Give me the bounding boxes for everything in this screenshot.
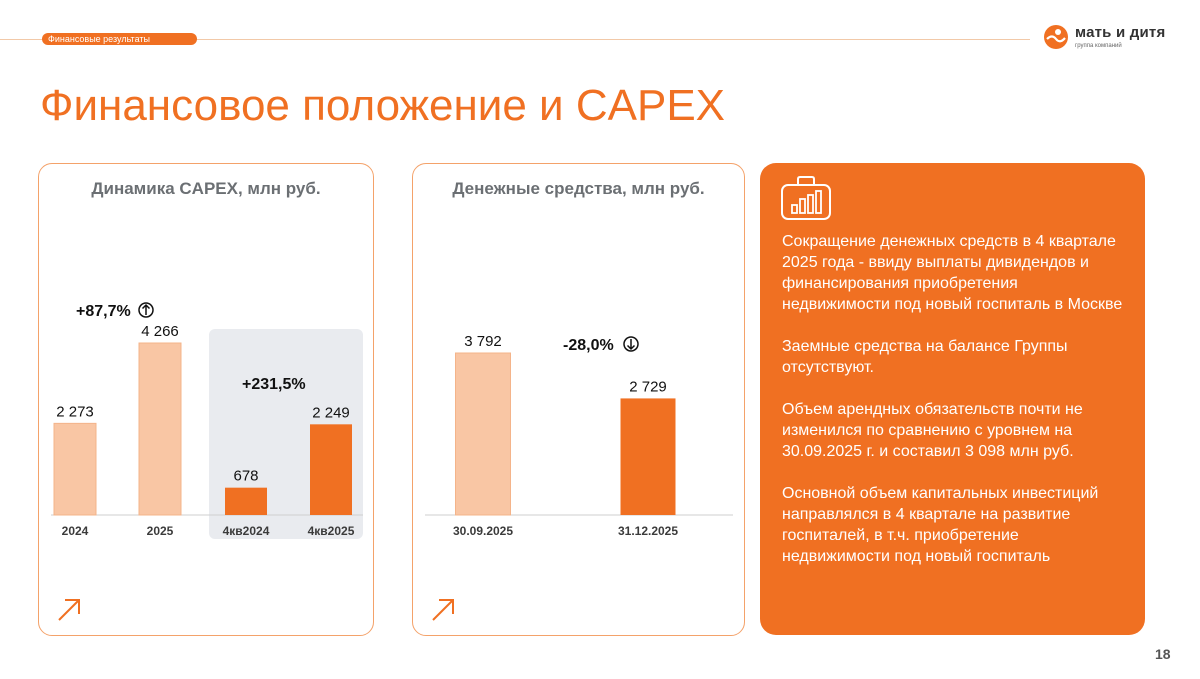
category-label-31.12.2025: 31.12.2025: [618, 524, 678, 538]
cash-annotation: -28,0%: [563, 337, 614, 354]
category-label-2025: 2025: [147, 524, 174, 538]
bar-2024: [53, 422, 97, 516]
bar-30.09.2025: [455, 352, 511, 516]
cash-card: Денежные средства, млн руб. 3 792 30.09.2…: [412, 163, 745, 636]
arrow-up-right-icon[interactable]: [58, 599, 80, 621]
category-label-30.09.2025: 30.09.2025: [453, 524, 513, 538]
value-label-2024: 2 273: [56, 403, 94, 420]
page-number: 18: [1155, 646, 1171, 662]
info-paragraph-debt: Заемные средства на балансе Группы отсут…: [782, 338, 1068, 376]
info-paragraph-cash: Сокращение денежных средств в 4 квартале…: [782, 233, 1123, 313]
bar-4кв2025: [310, 424, 352, 515]
value-label-31.12.2025: 2 729: [629, 378, 667, 395]
value-label-2025: 4 266: [141, 323, 179, 340]
bar-4кв2024: [225, 487, 267, 515]
page-title: Финансовое положение и CAPEX: [40, 81, 726, 130]
capex-chart-title: Динамика CAPEX, млн руб.: [91, 179, 321, 198]
info-paragraph-capex: Основной объем капитальных инвестиций на…: [782, 485, 1099, 565]
value-label-4кв2024: 678: [233, 468, 258, 485]
briefcase-chart-icon: [781, 176, 831, 220]
category-label-4кв2025: 4кв2025: [308, 524, 355, 538]
info-paragraph-lease: Объем арендных обязательств почти не изм…: [782, 401, 1083, 460]
capex-card: Динамика CAPEX, млн руб. 2 273 2024 4 266 2…: [38, 163, 374, 636]
value-label-4кв2025: 2 249: [312, 404, 350, 421]
bar-31.12.2025: [620, 398, 676, 515]
info-card: Сокращение денежных средств в 4 квартале…: [760, 163, 1145, 635]
logo-name: мать и дитя: [1075, 23, 1166, 41]
logo-subtitle: группа компаний: [1075, 42, 1122, 49]
down-arrow-icon: [623, 336, 639, 352]
value-label-30.09.2025: 3 792: [464, 333, 502, 350]
header-divider: [0, 39, 1030, 40]
cash-chart: 3 792 30.09.2025 2 729 31.12.2025 -28,0%: [425, 333, 733, 621]
logo-icon: [1044, 25, 1068, 49]
arrow-up-right-icon[interactable]: [432, 599, 454, 621]
category-label-4кв2024: 4кв2024: [223, 524, 270, 538]
capex-annotation-quarter: +231,5%: [242, 376, 306, 393]
capex-annotation-year: +87,7%: [76, 303, 131, 320]
cash-chart-title: Денежные средства, млн руб.: [452, 179, 705, 198]
company-logo: мать и дитя группа компаний: [1043, 24, 1165, 50]
bar-2025: [138, 342, 182, 516]
up-arrow-icon: [138, 302, 154, 318]
capex-chart: 2 273 2024 4 266 2025 678 4кв2024 2 249 4кв2025…: [51, 302, 363, 621]
category-label-2024: 2024: [62, 524, 89, 538]
section-label: Финансовые результаты: [42, 33, 197, 45]
